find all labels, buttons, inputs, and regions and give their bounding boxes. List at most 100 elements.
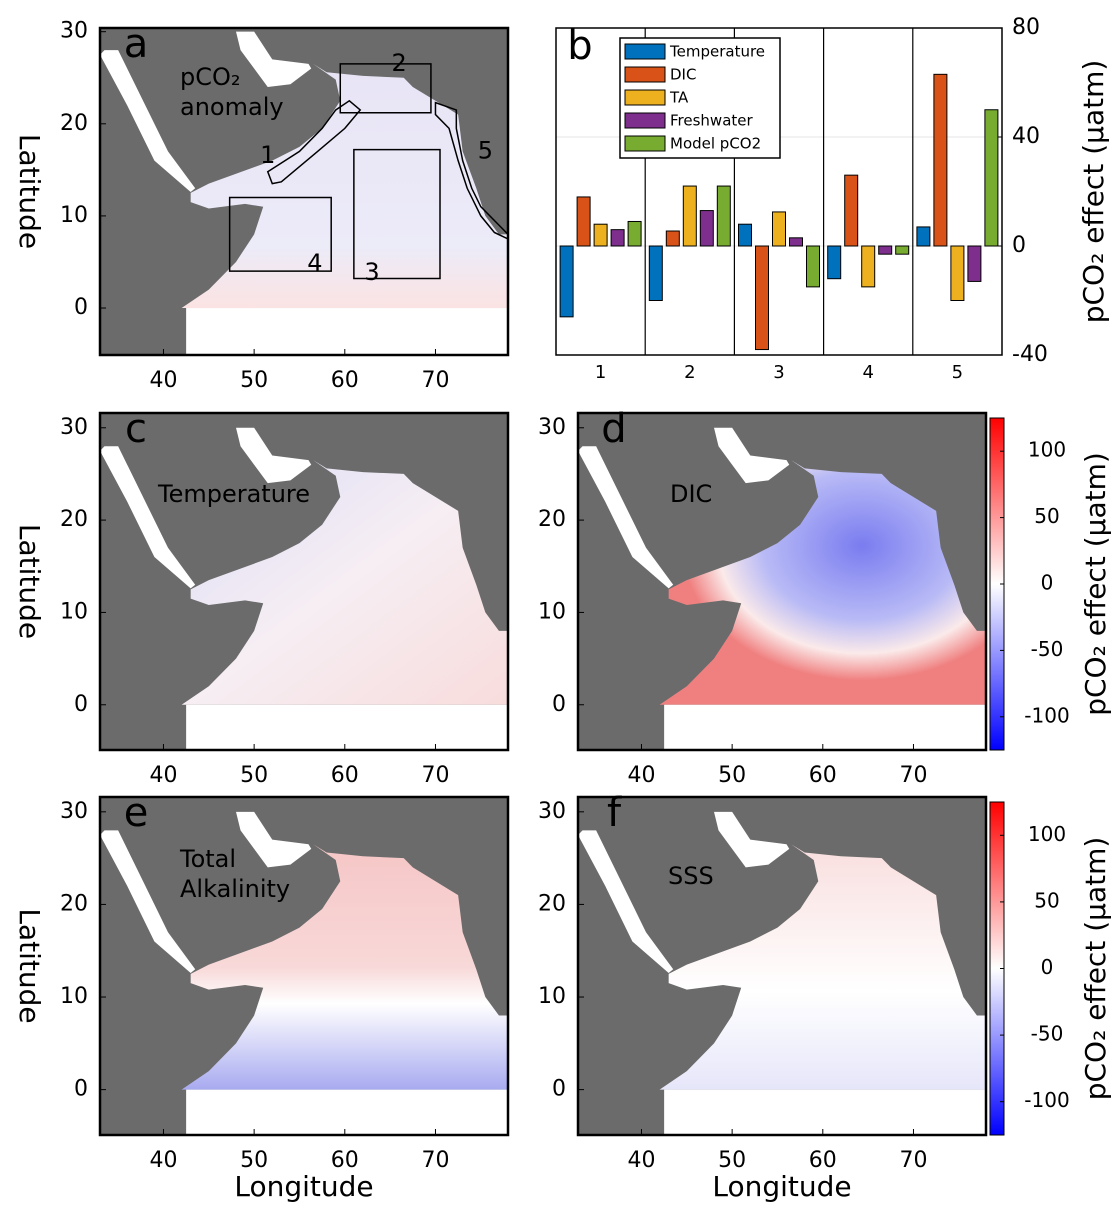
y-tick-label: 10 [538, 984, 566, 1009]
bar [559, 245, 574, 318]
panel-label: anomaly [180, 93, 284, 121]
x-tick-label: 60 [809, 1148, 837, 1173]
bar [665, 230, 680, 247]
x-tick-label: 50 [718, 763, 746, 788]
y-tick-label: 0 [552, 692, 566, 717]
panel-letter: c [125, 406, 147, 452]
x-tick-label: 40 [627, 763, 655, 788]
y-tick-label: 20 [60, 507, 88, 532]
x-tick-label: 70 [421, 763, 449, 788]
x-tick-label: 3 [773, 362, 784, 383]
legend-swatch [624, 135, 666, 152]
bar [789, 237, 803, 247]
y-tick-label: 0 [74, 295, 88, 320]
persian-gulf [236, 811, 312, 868]
red-sea [100, 50, 196, 192]
y-tick-label: 0 [74, 1077, 88, 1102]
colorbar-tick-label: -100 [1024, 1088, 1069, 1112]
y-tick-label: 0 [74, 692, 88, 717]
bar [610, 229, 625, 247]
bar [933, 73, 948, 247]
x-axis-label: Longitude [234, 1170, 373, 1203]
panel-letter: e [124, 790, 149, 836]
x-tick-label: 70 [421, 368, 449, 393]
x-tick-label: 70 [899, 763, 927, 788]
ocean-field [181, 844, 508, 1090]
panel-letter: f [607, 790, 622, 836]
red-sea [100, 446, 196, 589]
ocean-field [181, 63, 508, 309]
region-label: 5 [478, 136, 493, 164]
colorbar-tick-label: -100 [1024, 703, 1069, 727]
region-label: 4 [307, 249, 322, 277]
y-tick-label: 30 [60, 415, 88, 440]
x-tick-label: 60 [809, 763, 837, 788]
x-tick-label: 50 [240, 763, 268, 788]
bar [682, 185, 697, 247]
bar [950, 245, 965, 301]
legend-swatch [624, 89, 666, 106]
y-tick-label: -40 [1012, 342, 1048, 367]
legend-label: Model pCO2 [670, 135, 761, 153]
x-tick-label: 5 [952, 362, 963, 383]
bar [895, 245, 910, 255]
legend-label: Temperature [669, 43, 765, 61]
y-tick-label: 20 [538, 507, 566, 532]
bar [738, 223, 752, 247]
no-data [186, 704, 508, 750]
region-label: 2 [392, 49, 407, 77]
bar [984, 109, 999, 247]
frame [98, 26, 510, 357]
bar [878, 245, 893, 255]
y-axis-label: Latitude [13, 908, 46, 1023]
y-tick-label: 10 [60, 599, 88, 624]
panel-label: DIC [670, 480, 712, 508]
panel-label: pCO₂ [180, 63, 241, 91]
no-data [664, 704, 986, 750]
red-sea [578, 830, 674, 973]
bar [806, 245, 820, 288]
x-tick-label: 40 [627, 1148, 655, 1173]
x-tick-label: 50 [240, 1148, 268, 1173]
no-data [186, 308, 508, 355]
x-tick-label: 40 [149, 763, 177, 788]
y-tick-label: 20 [60, 891, 88, 916]
x-tick-label: 2 [684, 362, 695, 383]
colorbar-tick-label: 0 [1041, 571, 1054, 595]
bar [627, 220, 642, 247]
y-tick-label: 10 [60, 203, 88, 228]
y-axis-label: Latitude [13, 134, 46, 249]
legend-label: DIC [670, 66, 696, 84]
y-tick-label: 30 [60, 19, 88, 44]
persian-gulf [714, 811, 790, 868]
ocean-field [181, 460, 508, 705]
panel-letter: d [601, 406, 626, 452]
y-tick-label: 80 [1012, 15, 1040, 40]
region-label: 1 [260, 141, 275, 169]
y-tick-label: 30 [538, 415, 566, 440]
bar [916, 226, 931, 247]
bar [593, 223, 608, 247]
ocean-field [659, 460, 986, 705]
legend-label: TA [669, 89, 689, 107]
panel-label: Total [179, 845, 236, 873]
ocean-field [659, 844, 986, 1090]
colorbar-label: pCO₂ effect (µatm) [1079, 452, 1112, 716]
frame [576, 411, 988, 752]
y-tick-label: 20 [60, 111, 88, 136]
legend-swatch [624, 112, 666, 129]
x-tick-label: 4 [862, 362, 873, 383]
colorbar-label: pCO₂ effect (µatm) [1079, 837, 1112, 1101]
region-label: 3 [364, 258, 379, 286]
persian-gulf [236, 31, 312, 87]
y-tick-label: 10 [60, 984, 88, 1009]
bar [827, 245, 842, 280]
x-tick-label: 70 [899, 1148, 927, 1173]
y-axis-label: pCO₂ effect (µatm) [1077, 60, 1110, 324]
panel-label: Alkalinity [180, 875, 290, 903]
panel-label: Temperature [157, 480, 310, 508]
colorbar-tick-label: 50 [1034, 504, 1059, 528]
x-tick-label: 70 [421, 1148, 449, 1173]
frame [98, 795, 510, 1137]
bar [861, 245, 876, 288]
